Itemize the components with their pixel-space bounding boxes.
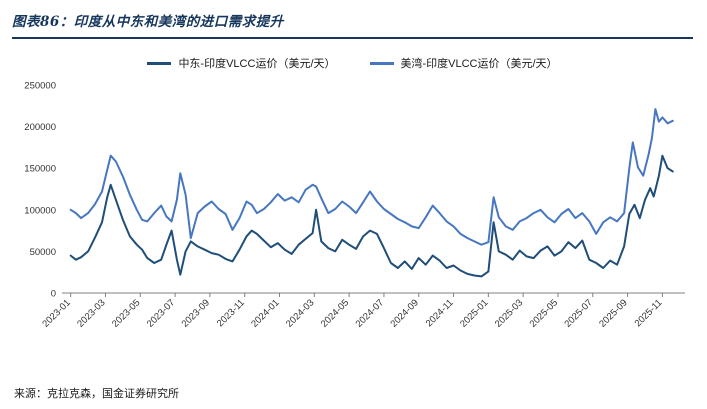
svg-text:2025-01: 2025-01 [458,297,490,329]
svg-text:2023-07: 2023-07 [145,297,177,329]
figure-title: 图表86：印度从中东和美湾的进口需求提升 [12,14,284,30]
svg-text:50000: 50000 [30,247,56,258]
svg-text:2025-07: 2025-07 [562,297,594,329]
svg-text:2025-11: 2025-11 [633,297,665,329]
svg-text:200000: 200000 [24,122,56,133]
svg-text:2023-03: 2023-03 [75,297,107,329]
svg-text:2025-09: 2025-09 [597,297,629,329]
legend-item-middle-east-india: 中东-印度VLCC运价（美元/天） [147,55,336,71]
svg-text:2024-01: 2024-01 [249,297,281,329]
chart-area: 0 50000 100000 150000 200000 250000 2023-01 202… [12,75,693,362]
svg-text:250000: 250000 [24,81,56,92]
svg-text:2024-11: 2024-11 [424,297,456,329]
svg-text:2024-07: 2024-07 [354,297,386,329]
svg-text:0: 0 [51,289,56,300]
svg-text:2025-03: 2025-03 [493,297,525,329]
title-divider [12,37,693,39]
svg-text:2025-05: 2025-05 [528,297,560,329]
chart-legend: 中东-印度VLCC运价（美元/天） 美湾-印度VLCC运价（美元/天） [12,55,693,71]
svg-text:150000: 150000 [24,164,56,175]
svg-text:100000: 100000 [24,205,56,216]
series-2-line-swatch [369,61,394,65]
series-1-line-swatch [147,61,172,65]
svg-text:2024-09: 2024-09 [388,297,420,329]
series-1-label: 中东-印度VLCC运价（美元/天） [178,58,336,70]
svg-text:2023-01: 2023-01 [40,297,72,329]
svg-text:2023-09: 2023-09 [180,297,212,329]
svg-text:2023-05: 2023-05 [110,297,142,329]
source-note: 来源：克拉克森，国金证券研究所 [14,388,179,400]
svg-text:2023-11: 2023-11 [215,297,247,329]
svg-text:2024-05: 2024-05 [319,297,351,329]
series-2-label: 美湾-印度VLCC运价（美元/天） [400,58,558,70]
legend-item-us-gulf-india: 美湾-印度VLCC运价（美元/天） [369,55,558,71]
svg-text:2024-03: 2024-03 [284,297,316,329]
